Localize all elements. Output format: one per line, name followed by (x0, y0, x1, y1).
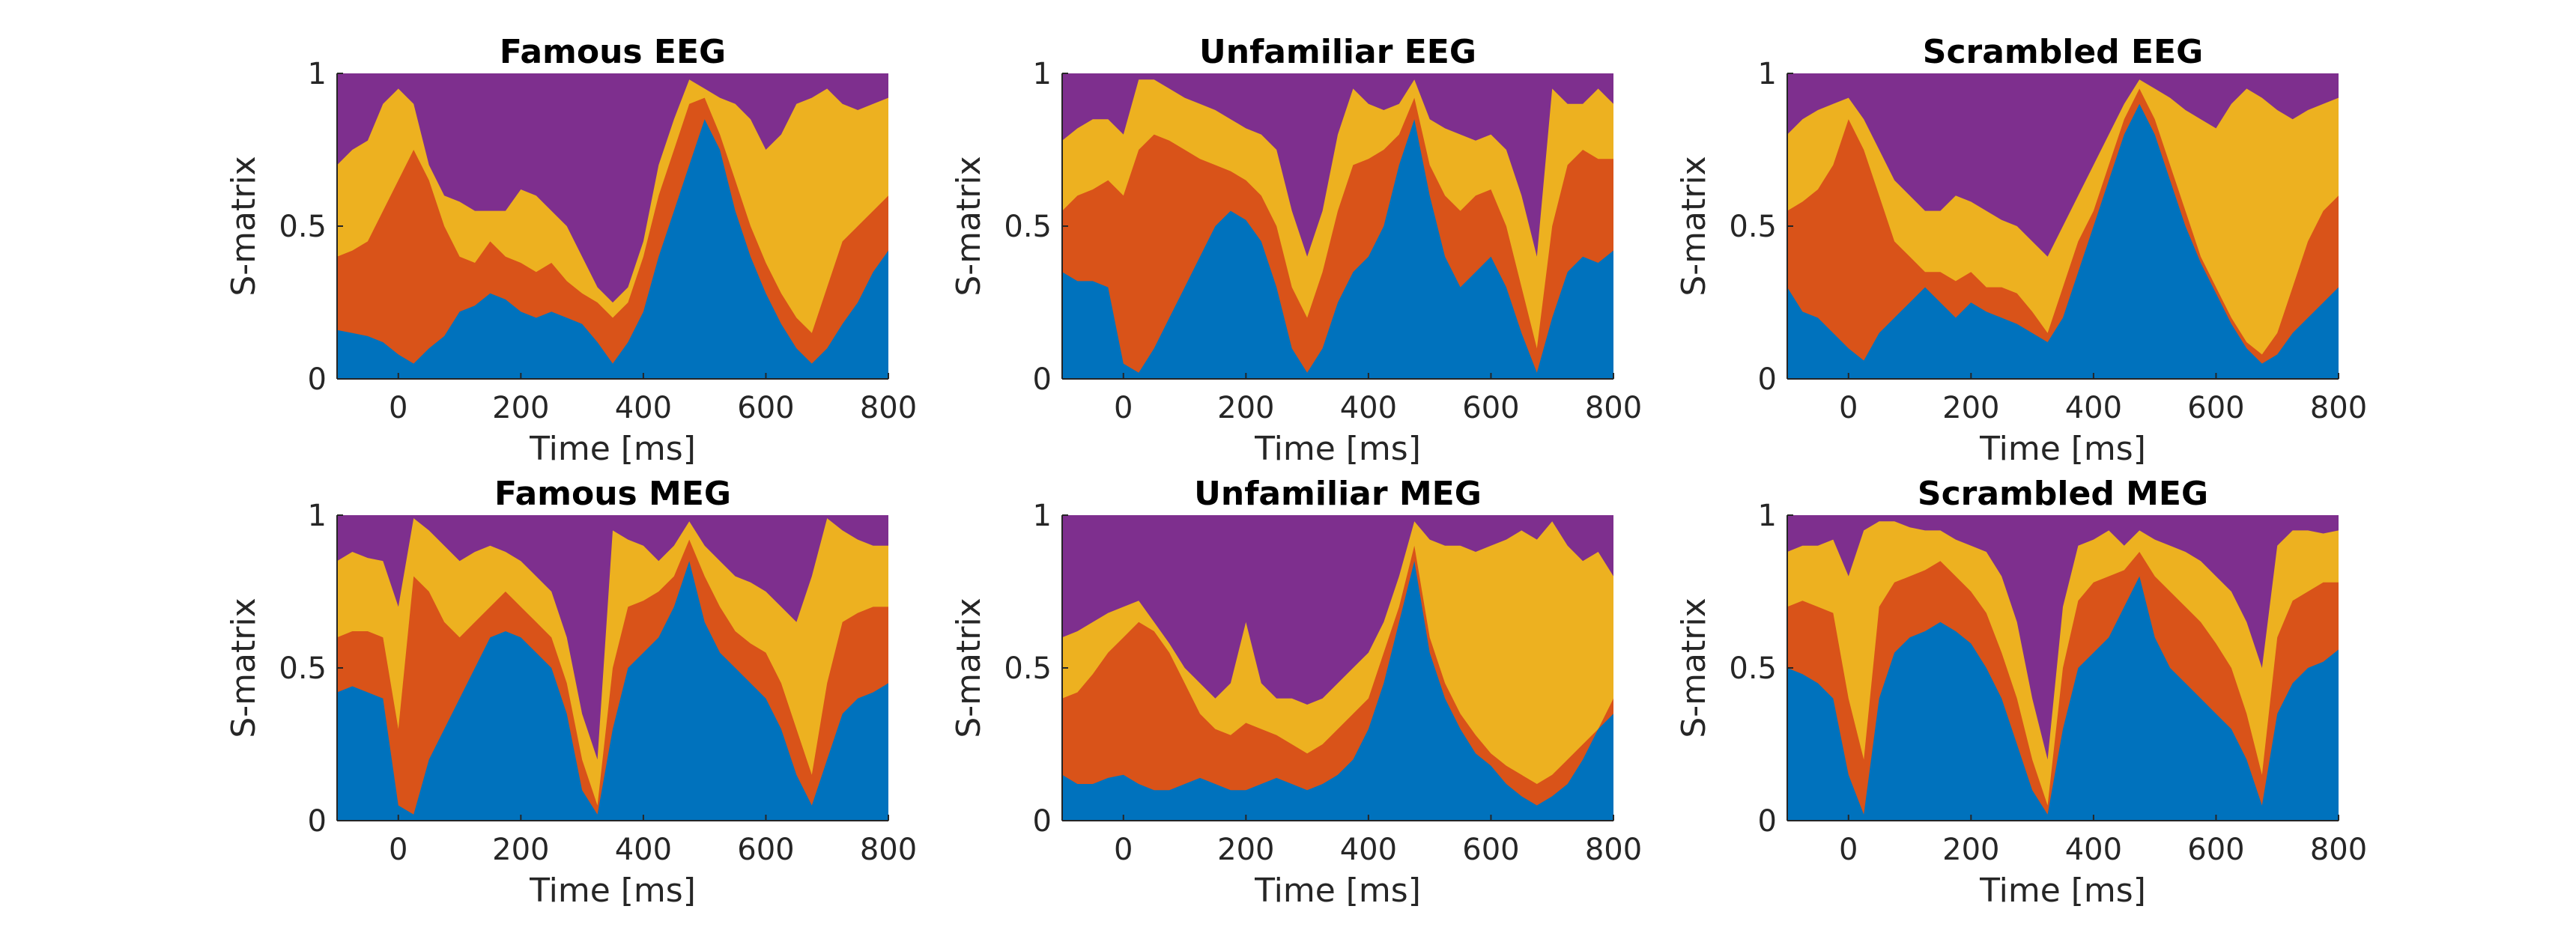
x-tick-label: 0 (389, 833, 407, 867)
x-tick-label: 200 (1217, 833, 1274, 867)
subplot-title: Famous EEG (500, 33, 726, 71)
area-bands (337, 515, 888, 821)
y-axis-label: S-matrix (1675, 598, 1713, 738)
y-tick-label: 1 (1033, 499, 1052, 533)
area-bands (1062, 73, 1613, 379)
subplot-title: Scrambled MEG (1918, 475, 2208, 513)
area-bands (337, 73, 888, 379)
x-tick-label: 200 (1942, 833, 1999, 867)
x-tick-label: 200 (1942, 391, 1999, 425)
x-tick-label: 0 (389, 391, 407, 425)
y-tick-label: 0 (308, 804, 327, 839)
y-tick-label: 1 (1758, 57, 1777, 91)
y-axis-label: S-matrix (1675, 156, 1713, 296)
y-tick-label: 0 (1758, 362, 1777, 397)
x-tick-label: 400 (615, 391, 672, 425)
x-axis-label: Time [ms] (1979, 872, 2146, 910)
x-tick-label: 800 (2310, 391, 2367, 425)
y-tick-label: 0.5 (1729, 651, 1777, 686)
area-band-1 (1787, 576, 2339, 821)
x-axis-label: Time [ms] (1254, 872, 1421, 910)
x-tick-label: 400 (615, 833, 672, 867)
y-tick-label: 0.5 (1004, 210, 1052, 244)
y-tick-label: 0.5 (279, 210, 327, 244)
subplot-title: Scrambled EEG (1923, 33, 2203, 71)
y-tick-label: 1 (1758, 499, 1777, 533)
subplot-3: 0 200 400 600 800 0 0.5 1 Scrambled EEG Time [ms]… (1675, 33, 2367, 468)
subplot-5: 0 200 400 600 800 0 0.5 1 Unfamiliar MEG Time [ms… (950, 475, 1642, 910)
y-axis-label: S-matrix (950, 598, 988, 738)
y-tick-label: 1 (1033, 57, 1052, 91)
subplot-title: Unfamiliar EEG (1199, 33, 1476, 71)
area-bands (1062, 515, 1613, 821)
y-tick-label: 1 (308, 499, 327, 533)
y-tick-label: 0.5 (1004, 651, 1052, 686)
area-band-1 (1062, 119, 1613, 379)
subplot-2: 0 200 400 600 800 0 0.5 1 Unfamiliar EEG Time [ms… (950, 33, 1642, 468)
x-tick-label: 800 (860, 833, 917, 867)
subplot-4: 0 200 400 600 800 0 0.5 1 Famous MEG Time [ms] S-m… (225, 475, 917, 910)
x-tick-label: 800 (860, 391, 917, 425)
x-tick-label: 600 (2187, 391, 2244, 425)
subplot-6: 0 200 400 600 800 0 0.5 1 Scrambled MEG Time [ms]… (1675, 475, 2367, 910)
y-tick-label: 0 (308, 362, 327, 397)
subplot-title: Famous MEG (494, 475, 731, 513)
area-bands (1787, 515, 2339, 821)
y-axis-label: S-matrix (225, 156, 263, 296)
y-tick-label: 0 (1758, 804, 1777, 839)
x-tick-label: 800 (1585, 391, 1642, 425)
area-band-1 (337, 119, 888, 379)
y-tick-label: 0.5 (279, 651, 327, 686)
x-tick-label: 400 (2065, 833, 2122, 867)
x-axis-label: Time [ms] (1979, 430, 2146, 468)
y-axis-label: S-matrix (225, 598, 263, 738)
x-tick-label: 800 (1585, 833, 1642, 867)
x-tick-label: 0 (1114, 833, 1133, 867)
x-tick-label: 400 (1340, 391, 1397, 425)
x-tick-label: 200 (492, 391, 549, 425)
x-tick-label: 0 (1839, 391, 1858, 425)
x-tick-label: 600 (737, 391, 794, 425)
y-axis-label: S-matrix (950, 156, 988, 296)
area-band-1 (1062, 561, 1613, 821)
x-tick-label: 0 (1839, 833, 1858, 867)
y-tick-label: 0.5 (1729, 210, 1777, 244)
x-tick-label: 800 (2310, 833, 2367, 867)
y-tick-label: 1 (308, 57, 327, 91)
x-tick-label: 600 (1462, 833, 1519, 867)
x-tick-label: 400 (2065, 391, 2122, 425)
area-band-2 (1062, 545, 1613, 821)
x-tick-label: 600 (2187, 833, 2244, 867)
x-tick-label: 0 (1114, 391, 1133, 425)
x-tick-label: 200 (492, 833, 549, 867)
area-band-1 (337, 561, 888, 821)
area-bands (1787, 73, 2339, 379)
x-tick-label: 200 (1217, 391, 1274, 425)
x-axis-label: Time [ms] (529, 872, 696, 910)
x-tick-label: 400 (1340, 833, 1397, 867)
y-tick-label: 0 (1033, 804, 1052, 839)
subplot-title: Unfamiliar MEG (1194, 475, 1482, 513)
x-axis-label: Time [ms] (529, 430, 696, 468)
y-tick-label: 0 (1033, 362, 1052, 397)
area-band-1 (1787, 103, 2339, 379)
x-tick-label: 600 (737, 833, 794, 867)
x-axis-label: Time [ms] (1254, 430, 1421, 468)
subplot-1: 0 200 400 600 800 0 0.5 1 Famous EEG Time [ms] S-m… (225, 33, 917, 468)
x-tick-label: 600 (1462, 391, 1519, 425)
